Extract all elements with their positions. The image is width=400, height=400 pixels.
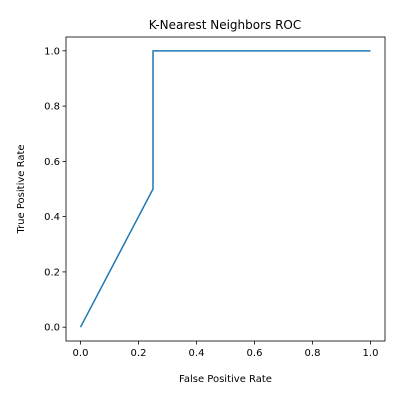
y-axis-label: True Positive Rate <box>16 144 27 234</box>
chart-title: K-Nearest Neighbors ROC <box>149 18 302 32</box>
y-tick-label: 0.2 <box>44 267 60 278</box>
x-tick-label: 1.0 <box>363 348 379 359</box>
y-tick-label: 0.8 <box>44 102 60 113</box>
roc-curve-line <box>79 50 371 328</box>
y-tick-label: 0.6 <box>44 157 60 168</box>
x-tick-label: 0.6 <box>247 348 263 359</box>
plot-frame <box>65 36 386 342</box>
y-tick-label: 0.0 <box>44 323 60 334</box>
y-tick-label: 1.0 <box>44 46 60 57</box>
y-tick-label: 0.4 <box>44 212 60 223</box>
x-axis-label: False Positive Rate <box>179 374 272 385</box>
x-tick-label: 0.8 <box>305 348 321 359</box>
x-tick-label: 0.4 <box>189 348 205 359</box>
x-tick-label: 0.0 <box>73 348 89 359</box>
tick-group: 0.0 0.2 0.4 0.6 0.8 1.0 0.0 0.2 0.4 0.6 0.8 1.0 <box>44 46 378 359</box>
x-tick-label: 0.2 <box>131 348 147 359</box>
plot-area <box>66 37 385 341</box>
series-group <box>79 50 371 328</box>
